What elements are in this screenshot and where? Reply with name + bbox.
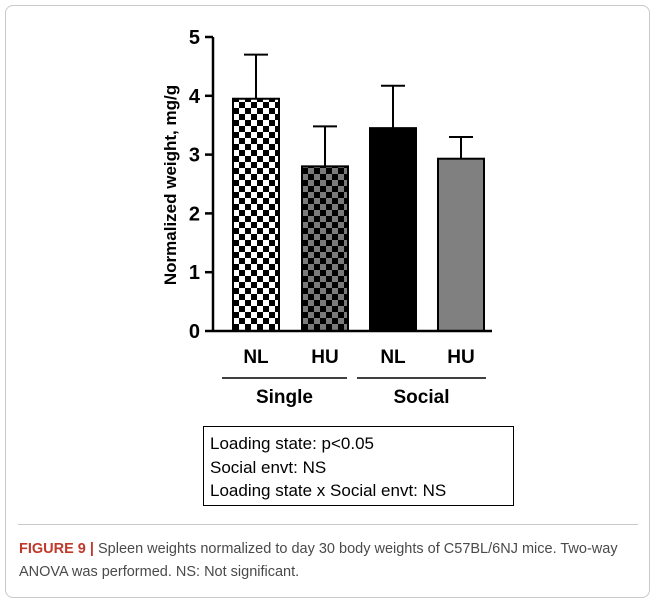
caption-divider — [18, 524, 638, 525]
x-axis: NL HU NL HU Single Social — [213, 329, 492, 408]
y-tick-label: 3 — [189, 145, 200, 167]
y-tick-label: 5 — [189, 27, 200, 49]
bar-single-hu — [301, 165, 349, 332]
stats-line-social-envt: Social envt: NS — [210, 457, 327, 477]
y-tick-label: 4 — [189, 86, 201, 108]
caption-text: Spleen weights normalized to day 30 body… — [19, 541, 618, 580]
x-tick-label: NL — [243, 347, 269, 368]
statistics-box: Loading state: p<0.05 Social envt: NS Lo… — [203, 426, 514, 506]
figure-label: FIGURE 9 | — [19, 541, 94, 557]
group-label: Social — [394, 387, 450, 408]
y-tick-label: 0 — [189, 321, 200, 343]
group-label: Single — [256, 387, 313, 408]
x-tick-label: NL — [380, 347, 406, 368]
x-tick-label: HU — [447, 347, 474, 368]
stats-line-loading-state: Loading state: p<0.05 — [210, 434, 374, 453]
figure-caption: FIGURE 9 | Spleen weights normalized to … — [19, 538, 639, 584]
y-tick-label: 2 — [189, 203, 200, 225]
error-bars — [244, 53, 473, 167]
y-tick-label: 1 — [189, 262, 200, 284]
bars — [232, 97, 485, 332]
bar-single-nl — [232, 97, 280, 332]
bar-social-hu — [437, 157, 485, 332]
y-axis: 0 1 2 3 4 5 — [189, 27, 215, 343]
y-axis-label: Normalized weight, mg/g — [161, 85, 180, 285]
bar-social-nl — [369, 127, 417, 332]
bar-chart: Normalized weight, mg/g 0 1 2 3 4 5 NL HU NL HU S… — [161, 27, 492, 408]
stats-line-interaction: Loading state x Social envt: NS — [210, 481, 447, 500]
x-tick-label: HU — [311, 347, 338, 368]
